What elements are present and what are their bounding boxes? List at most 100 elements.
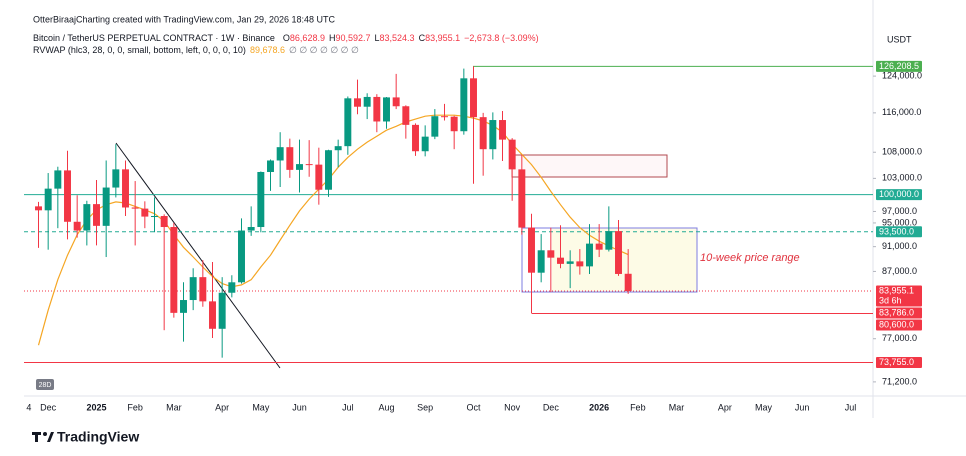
y-tick-label: 71,200.0 bbox=[882, 376, 917, 386]
symbol-legend: Bitcoin / TetherUS PERPETUAL CONTRACT · … bbox=[33, 33, 539, 43]
candle-body bbox=[499, 120, 506, 140]
candle-body bbox=[305, 164, 313, 166]
trend-line bbox=[115, 142, 281, 369]
candle-body bbox=[151, 216, 158, 218]
x-tick-label: Dec bbox=[543, 402, 560, 412]
x-tick-label: Oct bbox=[466, 402, 481, 412]
y-tick-label: 116,000.0 bbox=[882, 107, 921, 117]
candle-body bbox=[209, 301, 216, 329]
candle-body bbox=[286, 147, 294, 170]
price-label-bg bbox=[876, 189, 922, 201]
candle-body bbox=[344, 98, 352, 147]
x-tick-label: Mar bbox=[166, 402, 182, 412]
candle-body bbox=[180, 300, 187, 313]
price-label-bg bbox=[876, 319, 922, 331]
range-fill bbox=[552, 228, 697, 292]
candle-body bbox=[528, 227, 535, 273]
candle-body bbox=[576, 261, 584, 267]
price-label-bg bbox=[876, 307, 922, 319]
price-label: 83,786.0 bbox=[879, 308, 914, 318]
candle-body bbox=[199, 277, 207, 302]
price-label: 80,600.0 bbox=[879, 320, 914, 330]
ohlc-value: 86,628.9 bbox=[290, 33, 325, 43]
x-tick-label: Sep bbox=[417, 402, 433, 412]
candle-body bbox=[431, 116, 439, 137]
candle-body bbox=[112, 169, 120, 188]
price-label-sub: 3d 6h bbox=[879, 295, 902, 305]
candle-body bbox=[518, 169, 526, 228]
x-tick-label: 2026 bbox=[589, 402, 609, 412]
attribution: OtterBiraajCharting created with Trading… bbox=[33, 14, 335, 24]
candle-body bbox=[402, 106, 410, 125]
candle-body bbox=[296, 164, 303, 170]
candle-body bbox=[73, 221, 81, 231]
candle-body bbox=[35, 206, 42, 211]
candle-body bbox=[141, 208, 149, 217]
x-tick-label: Mar bbox=[669, 402, 685, 412]
currency: USDT bbox=[887, 34, 912, 44]
x-tick-label: Jun bbox=[795, 402, 810, 412]
candle-body bbox=[238, 230, 245, 283]
candle-body bbox=[615, 231, 622, 274]
indicator-legend: RVWAP (hlc3, 28, 0, 0, small, bottom, le… bbox=[33, 45, 359, 55]
x-tick-label: Dec bbox=[40, 402, 57, 412]
indicator-name: RVWAP (hlc3, 28, 0, 0, small, bottom, le… bbox=[33, 45, 246, 55]
brand: TradingView bbox=[57, 429, 139, 445]
logo-shape bbox=[43, 432, 47, 436]
y-tick-label: 108,000.0 bbox=[882, 147, 922, 157]
logo bbox=[32, 432, 54, 442]
ohlc-key: L bbox=[375, 33, 380, 43]
candle-body bbox=[392, 97, 400, 107]
candle-body bbox=[228, 282, 236, 293]
candle-body bbox=[363, 96, 371, 107]
candle-body bbox=[586, 243, 593, 267]
candle-body bbox=[83, 204, 91, 231]
price-label: 126,208.5 bbox=[879, 61, 919, 71]
candle-body bbox=[267, 160, 274, 172]
candle-body bbox=[93, 204, 100, 226]
candle-body bbox=[189, 277, 197, 301]
candle-body bbox=[44, 188, 52, 211]
price-label-bg bbox=[876, 226, 922, 238]
price-label-bg bbox=[876, 60, 922, 72]
price-label: 93,500.0 bbox=[879, 226, 914, 236]
candle-body bbox=[122, 169, 129, 208]
candle-body bbox=[315, 164, 323, 190]
badge: 28D bbox=[39, 382, 52, 389]
candle-body bbox=[566, 261, 574, 264]
ohlc-key: O bbox=[283, 33, 290, 43]
ohlc-value: 83,955.1 bbox=[425, 33, 460, 43]
candle-body bbox=[479, 117, 487, 150]
candle-body bbox=[334, 146, 342, 151]
price-label: 73,755.0 bbox=[879, 357, 914, 367]
y-tick-label: 97,000.0 bbox=[882, 206, 917, 216]
indicator-value: 89,678.6 bbox=[250, 45, 285, 55]
candle-body bbox=[247, 227, 255, 231]
candle-body bbox=[557, 257, 564, 264]
x-tick-label: Aug bbox=[378, 402, 394, 412]
logo-shape bbox=[35, 432, 38, 442]
candle-body bbox=[354, 98, 361, 107]
candle-body bbox=[470, 78, 477, 118]
change: −2,673.8 (−3.09%) bbox=[464, 33, 539, 43]
candle-body bbox=[170, 227, 178, 313]
candle-body bbox=[547, 250, 555, 258]
price-label-bg bbox=[876, 285, 922, 307]
x-tick-label: Feb bbox=[630, 402, 646, 412]
supply-zone bbox=[511, 154, 668, 178]
y-tick-label: 87,000.0 bbox=[882, 266, 917, 276]
x-tick-label: Feb bbox=[127, 402, 143, 412]
rvwap-line bbox=[37, 114, 629, 346]
x-tick-label: May bbox=[252, 402, 270, 412]
x-tick-label: Nov bbox=[504, 402, 521, 412]
candle-body bbox=[537, 250, 545, 273]
candle-body bbox=[412, 124, 419, 152]
candle-body bbox=[624, 273, 632, 292]
candle-body bbox=[54, 170, 62, 189]
x-tick-label: Jul bbox=[342, 402, 354, 412]
candle-body bbox=[508, 139, 516, 170]
candle-body bbox=[160, 216, 168, 228]
candle-body bbox=[373, 96, 381, 122]
ohlc-key: C bbox=[419, 33, 426, 43]
